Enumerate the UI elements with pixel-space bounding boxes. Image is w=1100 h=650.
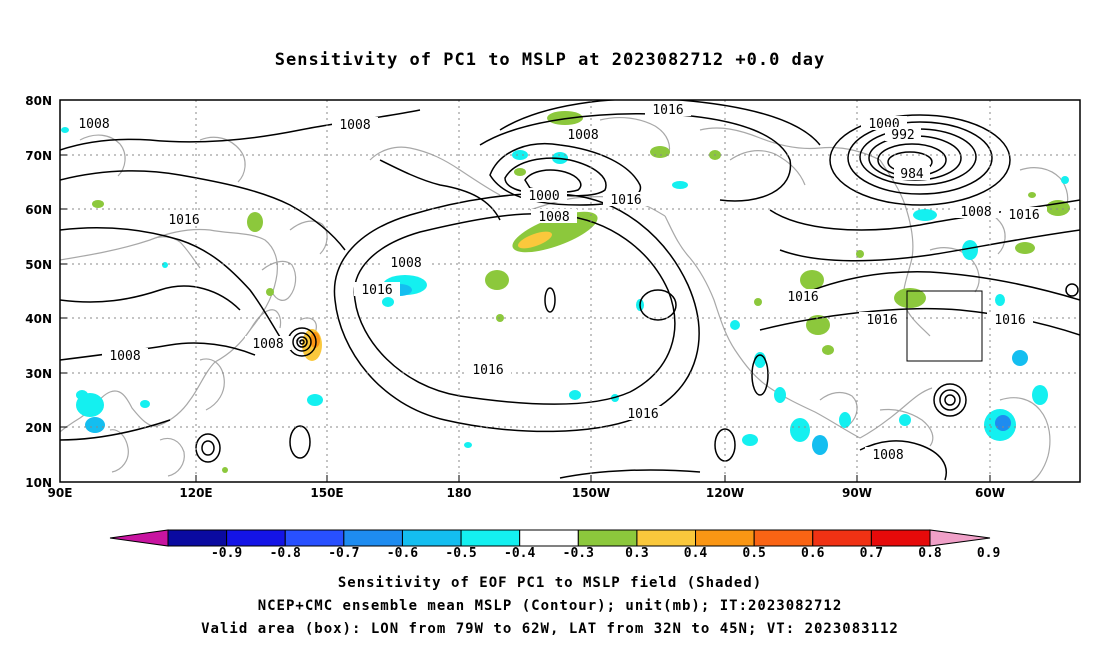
contour-label: 1016 [787, 290, 818, 305]
colorbar-label: 0.8 [918, 546, 942, 561]
colorbar: -0.9 -0.8 -0.7 -0.6 -0.5 -0.4 -0.3 0.3 0.4 0.5 0.6… [109, 529, 1000, 561]
lat-label: 30N [25, 367, 52, 381]
colorbar-cell [284, 529, 345, 547]
caption-line-3: Valid area (box): LON from 79W to 62W, L… [201, 621, 899, 637]
colorbar-label: 0.9 [977, 546, 1000, 561]
contour-label: 1016 [627, 407, 658, 422]
colorbar-high-end [929, 529, 991, 547]
lat-label: 50N [25, 258, 52, 272]
longitude-labels: 90E 120E 150E 180 150W 120W 90W 60W [48, 486, 1005, 500]
valid-area-box [906, 290, 983, 362]
contour-label: 1016 [361, 283, 392, 298]
contour-label: 1016 [866, 313, 897, 328]
colorbar-label: -0.6 [387, 546, 418, 561]
colorbar-cell [695, 529, 755, 547]
contour-label: 1016 [652, 103, 683, 118]
lon-label: 150W [572, 486, 610, 500]
colorbar-label: -0.3 [563, 546, 594, 561]
colorbar-label: 0.4 [684, 546, 708, 561]
latitude-labels: 80N 70N 60N 50N 40N 30N 20N 10N [25, 94, 52, 490]
contour-label: 1000 [528, 189, 559, 204]
contour-label: 1008 [109, 349, 140, 364]
caption-line-2: NCEP+CMC ensemble mean MSLP (Contour); u… [257, 598, 843, 614]
contour-label: 1008 [538, 210, 569, 225]
colorbar-label: 0.7 [860, 546, 883, 561]
colorbar-cell [226, 529, 286, 547]
lat-label: 80N [25, 94, 52, 108]
contour-label: 992 [891, 128, 914, 143]
colorbar-cell [167, 529, 228, 547]
caption-line-1: Sensitivity of EOF PC1 to MSLP field (Sh… [337, 575, 763, 591]
colorbar-label: -0.9 [211, 546, 242, 561]
lon-label: 120W [706, 486, 744, 500]
map-title: Sensitivity of PC1 to MSLP at 2023082712… [274, 50, 826, 70]
colorbar-labels: -0.9 -0.8 -0.7 -0.6 -0.5 -0.4 -0.3 0.3 0.4 0.5 0.6… [211, 546, 1000, 561]
colorbar-label: 0.3 [625, 546, 648, 561]
contour-labels: 1016 1008 1008 1000 992 984 1008 1016 10… [71, 102, 1047, 463]
contour-label: 1016 [610, 193, 641, 208]
contour-label: 1016 [472, 363, 503, 378]
colorbar-cell [519, 529, 579, 547]
colorbar-label: -0.5 [445, 546, 476, 561]
contour-label: 1016 [1008, 208, 1039, 223]
lon-label: 120E [179, 486, 212, 500]
contour-label: 1008 [78, 117, 109, 132]
colorbar-cell [870, 529, 931, 547]
colorbar-label: -0.4 [504, 546, 535, 561]
axis-ticks [59, 99, 991, 483]
lat-label: 40N [25, 312, 52, 326]
colorbar-cell [577, 529, 638, 547]
contour-label: 1008 [872, 448, 903, 463]
colorbar-cell [636, 529, 697, 547]
lon-label: 150E [310, 486, 343, 500]
contour-label: 1016 [994, 313, 1025, 328]
colorbar-cells [167, 529, 931, 547]
colorbar-label: -0.7 [328, 546, 359, 561]
lon-label: 90W [842, 486, 872, 500]
colorbar-label: 0.6 [801, 546, 825, 561]
lat-label: 70N [25, 149, 52, 163]
lon-label: 60W [975, 486, 1005, 500]
contour-label: 1008 [339, 118, 370, 133]
colorbar-low-end [109, 529, 169, 547]
coastlines [60, 116, 1069, 482]
contour-label: 1008 [252, 337, 283, 352]
colorbar-cell [343, 529, 403, 547]
contour-label: 984 [900, 167, 924, 182]
contour-label: 1016 [168, 213, 199, 228]
colorbar-cell [753, 529, 814, 547]
map-frame [59, 99, 1081, 483]
colorbar-cell [460, 529, 521, 547]
contour-label: 1008 [960, 205, 991, 220]
lat-label: 20N [25, 421, 52, 435]
lon-label: 90E [48, 486, 73, 500]
lat-label: 10N [25, 476, 52, 490]
colorbar-label: 0.5 [742, 546, 765, 561]
lon-label: 180 [446, 486, 471, 500]
colorbar-label: -0.8 [270, 546, 301, 561]
colorbar-cell [401, 529, 462, 547]
contour-label: 1008 [390, 256, 421, 271]
contour-label: 1008 [567, 128, 598, 143]
lat-label: 60N [25, 203, 52, 217]
colorbar-cell [812, 529, 872, 547]
